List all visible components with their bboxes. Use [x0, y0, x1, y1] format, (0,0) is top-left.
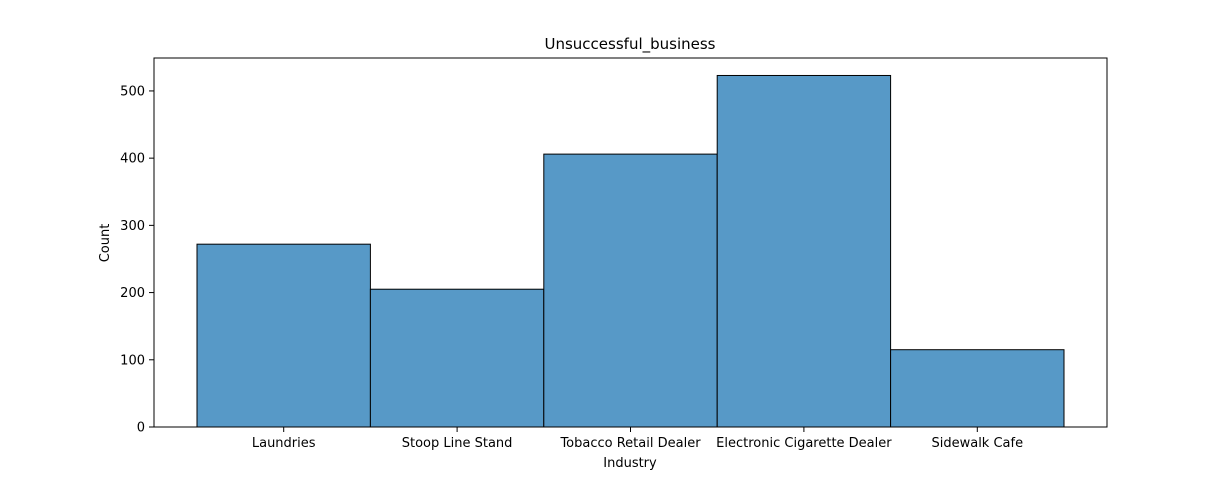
x-tick-label-0: Laundries	[252, 436, 316, 451]
bar-3	[716, 74, 892, 428]
y-axis-ticks: 0 100 200 300 400 500	[120, 84, 154, 436]
x-tick-label-4: Sidewalk Cafe	[931, 436, 1023, 451]
y-axis-label: Count	[98, 224, 113, 263]
y-tick-label-5: 500	[120, 84, 145, 99]
y-tick-label-3: 300	[120, 219, 145, 234]
x-tick-label-1: Stoop Line Stand	[402, 436, 513, 451]
y-tick-label-4: 400	[120, 152, 145, 167]
y-tick-label-1: 100	[120, 353, 145, 368]
plot-area-frame	[153, 57, 1108, 428]
y-tick-label-2: 200	[120, 286, 145, 301]
bar-1	[369, 288, 545, 428]
bars	[196, 74, 1065, 428]
x-axis-label: Industry	[603, 456, 657, 471]
bar-2	[543, 153, 718, 428]
bar-4	[890, 349, 1065, 428]
bar-0	[196, 243, 371, 428]
x-tick-label-2: Tobacco Retail Dealer	[559, 436, 701, 451]
y-tick-label-0: 0	[137, 421, 145, 436]
x-axis-ticks: Laundries Stoop Line Stand Tobacco Retail …	[252, 427, 1023, 451]
chart-title: Unsuccessful_business	[545, 35, 716, 54]
x-tick-label-3: Electronic Cigarette Dealer	[716, 436, 892, 451]
